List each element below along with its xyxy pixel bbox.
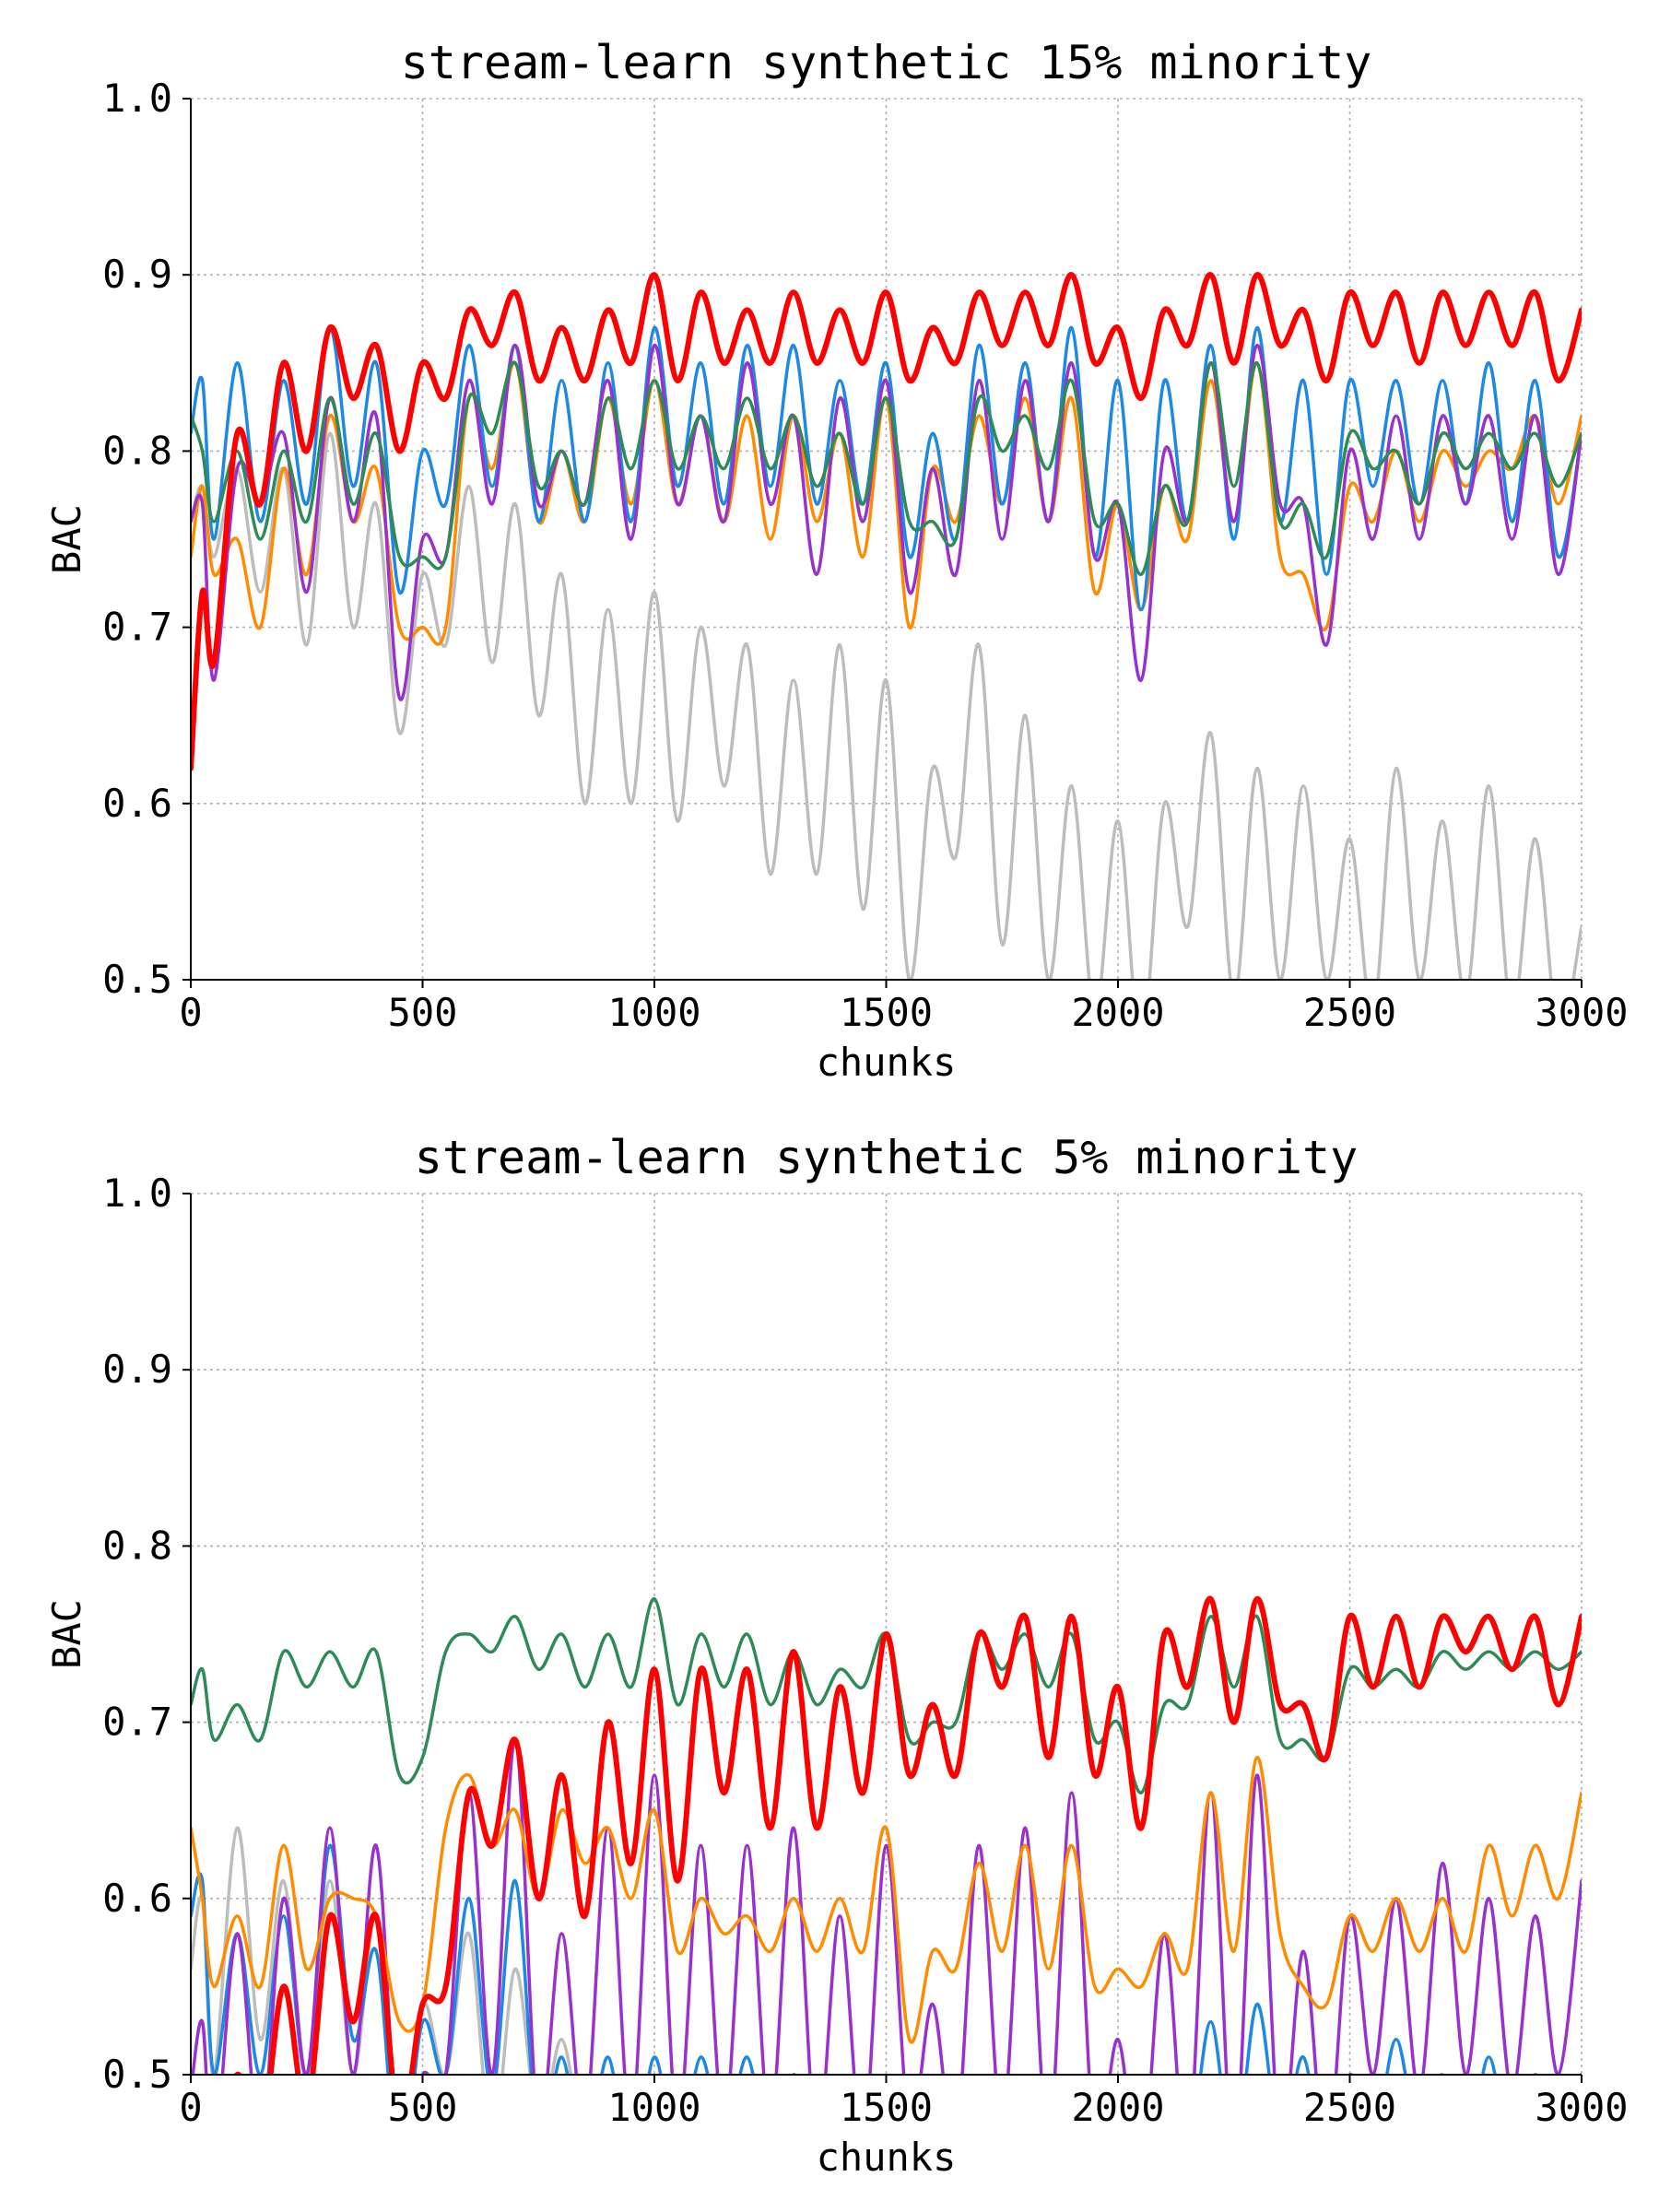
y-tick-label: 0.6 xyxy=(102,781,172,826)
y-tick-label: 0.5 xyxy=(102,2052,172,2097)
x-axis-label: chunks xyxy=(817,2135,957,2180)
series-line-6 xyxy=(191,272,1582,771)
chart-panel-1: 0 500 1000 1500 2000 2500 3000 0.5 0.6 0.7 0.8 0.9 1… xyxy=(44,36,1629,1085)
x-tick-label: 0 xyxy=(179,990,202,1035)
y-tick-label: 1.0 xyxy=(102,76,172,121)
x-tick-label: 2500 xyxy=(1303,2085,1396,2130)
chart-title: stream-learn synthetic 15% minority xyxy=(401,36,1372,89)
series-line-1 xyxy=(191,431,1582,980)
x-tick-label: 0 xyxy=(179,2085,202,2130)
series-group xyxy=(191,272,1582,980)
x-tick-label: 1500 xyxy=(840,2085,933,2130)
y-tick-label: 0.8 xyxy=(102,1523,172,1568)
series-line-6 xyxy=(233,1595,1582,2075)
series-line-2 xyxy=(191,361,1582,646)
x-tick-label: 2000 xyxy=(1071,2085,1164,2130)
x-tick-label: 500 xyxy=(388,2085,458,2130)
x-tick-label: 1500 xyxy=(840,990,933,1035)
x-tick-label: 1000 xyxy=(607,990,700,1035)
series-line-4 xyxy=(191,1756,1582,2044)
series-line-5 xyxy=(191,360,1582,576)
x-tick-label: 3000 xyxy=(1535,990,1628,1035)
chart-title: stream-learn synthetic 5% minority xyxy=(415,1131,1359,1184)
y-tick-label: 0.7 xyxy=(102,1700,172,1745)
series-line-4 xyxy=(191,343,1582,701)
chart-panel-2: 0 500 1000 1500 2000 2500 3000 0.5 0.6 0.7 0.8 0.9 1… xyxy=(44,1131,1629,2180)
x-tick-label: 2000 xyxy=(1071,990,1164,1035)
x-tick-label: 3000 xyxy=(1535,2085,1628,2130)
y-tick-label: 0.8 xyxy=(102,428,172,473)
y-tick-label: 0.9 xyxy=(102,252,172,297)
y-tick-label: 0.5 xyxy=(102,957,172,1002)
y-axis-label: BAC xyxy=(44,504,89,574)
x-tick-label: 2500 xyxy=(1303,990,1396,1035)
x-axis-label: chunks xyxy=(817,1040,957,1085)
y-tick-label: 0.7 xyxy=(102,605,172,650)
series-group xyxy=(191,1595,1582,2075)
y-tick-label: 0.6 xyxy=(102,1876,172,1921)
x-tick-label: 1000 xyxy=(607,2085,700,2130)
x-tick-label: 500 xyxy=(388,990,458,1035)
series-line-2 xyxy=(191,1843,1582,2075)
y-tick-label: 1.0 xyxy=(102,1171,172,1216)
y-tick-label: 0.9 xyxy=(102,1347,172,1392)
y-axis-label: BAC xyxy=(44,1599,89,1669)
